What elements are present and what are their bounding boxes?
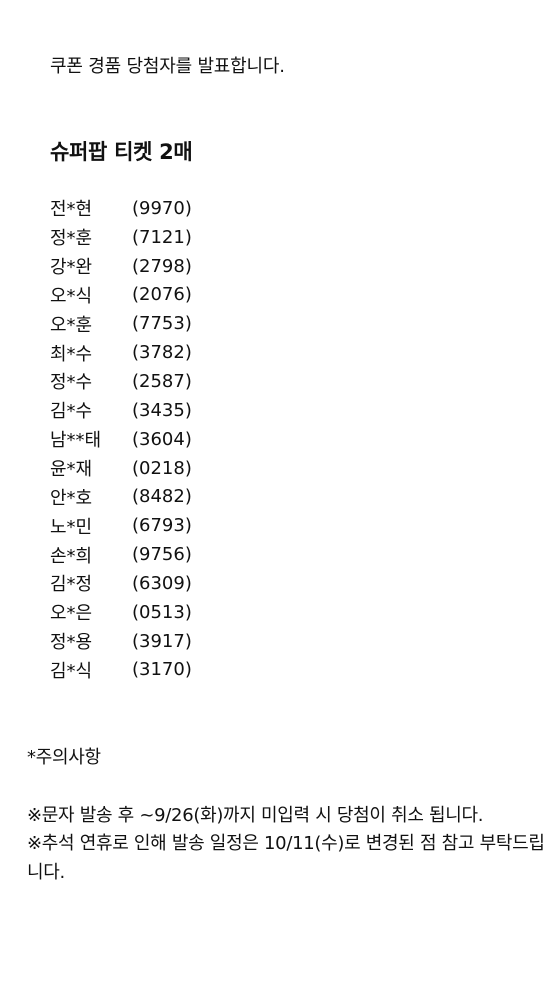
winner-row: 정*수 (2587) [50, 367, 192, 396]
winner-row: 오*식 (2076) [50, 281, 192, 310]
announcement-text: 쿠폰 경품 당첨자를 발표합니다. [50, 56, 285, 77]
winner-row: 안*호 (8482) [50, 482, 192, 511]
winner-name: 전*현 [50, 199, 93, 221]
notice-line-deadline: ※문자 발송 후 ~9/26(화)까지 미입력 시 당첨이 취소 됩니다. [27, 804, 484, 826]
winner-name: 김*수 [50, 401, 93, 423]
winner-code: (8482) [132, 486, 192, 508]
winner-row: 손*희 (9756) [50, 540, 192, 569]
winner-name: 윤*재 [50, 459, 93, 481]
winner-code: (3170) [132, 659, 192, 681]
winner-list: 전*현 (9970) 정*훈 (7121) 강*완 (2798) 오*식 (2076) … [50, 194, 192, 684]
winner-code: (3435) [132, 399, 192, 421]
winner-row: 전*현 (9970) [50, 194, 192, 223]
winner-code: (6309) [132, 572, 192, 594]
winner-row: 김*정 (6309) [50, 569, 192, 598]
winner-name: 오*식 [50, 285, 93, 307]
winner-row: 정*용 (3917) [50, 627, 192, 656]
winner-row: 최*수 (3782) [50, 338, 192, 367]
winner-row: 김*수 (3435) [50, 396, 192, 425]
winner-code: (6793) [132, 515, 192, 537]
winner-name: 강*완 [50, 257, 93, 279]
winner-code: (7753) [132, 313, 192, 335]
winner-row: 오*훈 (7753) [50, 309, 192, 338]
winner-row: 윤*재 (0218) [50, 454, 192, 483]
winner-name: 손*희 [50, 545, 93, 567]
winner-row: 남**태 (3604) [50, 425, 192, 454]
winner-row: 김*식 (3170) [50, 656, 192, 685]
winner-name: 남**태 [50, 430, 102, 452]
winner-row: 노*민 (6793) [50, 511, 192, 540]
winner-name: 김*식 [50, 660, 93, 682]
winner-name: 김*정 [50, 574, 93, 596]
winner-name: 정*수 [50, 372, 93, 394]
winner-code: (3917) [132, 630, 192, 652]
notice-section: *주의사항 ※문자 발송 후 ~9/26(화)까지 미입력 시 당첨이 취소 됩… [27, 744, 547, 887]
winner-row: 강*완 (2798) [50, 252, 192, 281]
winner-name: 오*은 [50, 603, 93, 625]
prize-title: 슈퍼팝 티켓 2매 [50, 140, 193, 164]
winner-row: 정*훈 (7121) [50, 223, 192, 252]
winner-name: 정*훈 [50, 228, 93, 250]
winner-name: 오*훈 [50, 314, 93, 336]
winner-code: (0513) [132, 601, 192, 623]
winner-code: (0218) [132, 457, 192, 479]
winner-name: 안*호 [50, 487, 93, 509]
notice-line-schedule: ※추석 연휴로 인해 발송 일정은 10/11(수)로 변경된 점 참고 부탁드… [27, 833, 545, 883]
winner-code: (7121) [132, 226, 192, 248]
winner-code: (3604) [132, 428, 192, 450]
notice-heading: *주의사항 [27, 747, 101, 768]
winner-code: (9970) [132, 197, 192, 219]
winner-name: 정*용 [50, 632, 93, 654]
winner-name: 최*수 [50, 343, 93, 365]
winner-code: (9756) [132, 544, 192, 566]
winner-code: (2587) [132, 370, 192, 392]
winner-name: 노*민 [50, 516, 93, 538]
winner-row: 오*은 (0513) [50, 598, 192, 627]
winner-code: (2798) [132, 255, 192, 277]
winner-code: (2076) [132, 284, 192, 306]
winner-code: (3782) [132, 342, 192, 364]
